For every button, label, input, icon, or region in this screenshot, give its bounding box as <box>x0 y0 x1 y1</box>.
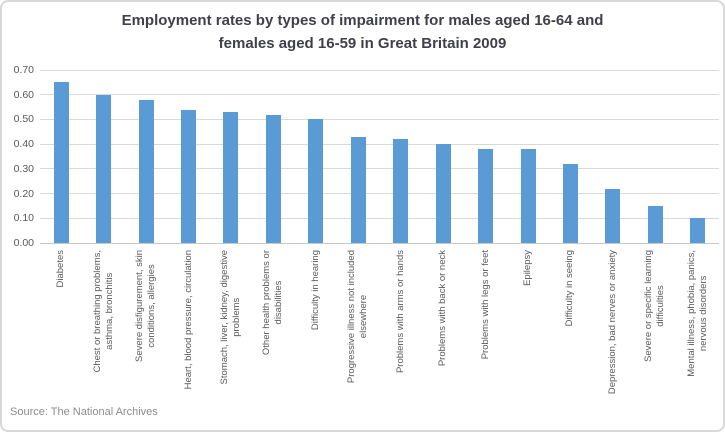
gridline <box>40 168 719 170</box>
x-axis-label: Severe disfigurement, skin conditions, a… <box>131 250 161 415</box>
plot-area <box>40 69 719 244</box>
bar <box>690 218 706 243</box>
x-axis-category: Problems with legs or feet <box>464 250 506 422</box>
bar <box>265 114 281 243</box>
x-axis-label: Difficulty in hearing <box>301 250 331 415</box>
x-axis-category: Severe or specific learning difficulties <box>634 250 676 422</box>
chart-title: Employment rates by types of impairment … <box>121 12 604 52</box>
bar <box>562 163 578 243</box>
x-axis-label-text: Severe or specific learning difficulties <box>643 250 667 362</box>
x-axis-label: Depression, bad nerves or anxiety <box>598 250 628 415</box>
gridline <box>40 94 719 96</box>
gridline <box>40 143 719 145</box>
bar <box>96 94 112 243</box>
x-axis-category: Diabetes <box>40 250 82 422</box>
x-axis-label-text: Chest or breathing problems, asthma, bro… <box>91 250 115 373</box>
x-axis-label-text: Progressive illness not included elsewhe… <box>345 250 370 384</box>
x-axis-category: Heart, blood pressure, circulation <box>167 250 209 422</box>
bar <box>350 136 366 243</box>
gridline <box>40 118 719 120</box>
x-axis-line <box>40 242 719 244</box>
x-axis-category: Mental illness, phobia, panics, nervous … <box>677 250 719 422</box>
x-axis-category: Difficulty in hearing <box>295 250 337 422</box>
x-axis-label: Progressive illness not included elsewhe… <box>343 250 373 415</box>
x-axis-category: Epilepsy <box>507 250 549 422</box>
x-axis-label-text: Difficulty in seeing <box>564 250 576 327</box>
x-axis-label-text: Stomach, liver, kidney, digestive proble… <box>218 250 242 385</box>
gridline <box>40 193 719 195</box>
bar <box>605 188 621 243</box>
y-axis: 0.70 0.60 0.50 0.40 0.30 0.20 0.10 0.00 <box>4 64 36 249</box>
x-axis-label-text: Problems with arms or hands <box>394 250 406 374</box>
x-axis-label-text: Other health problems or disabilities <box>261 250 285 356</box>
x-axis-label-text: Mental illness, phobia, panics, nervous … <box>685 250 709 377</box>
x-axis-label: Chest or breathing problems, asthma, bro… <box>89 250 119 415</box>
x-axis-category: Chest or breathing problems, asthma, bro… <box>82 250 124 422</box>
y-axis-tick-label: 0.60 <box>13 88 34 101</box>
x-axis-category: Severe disfigurement, skin conditions, a… <box>125 250 167 422</box>
x-axis-label: Diabetes <box>46 250 76 415</box>
x-axis-category: Problems with back or neck <box>422 250 464 422</box>
y-axis-tick-label: 0.10 <box>13 212 34 225</box>
x-axis-category: Stomach, liver, kidney, digestive proble… <box>210 250 252 422</box>
x-axis-label: Epilepsy <box>513 250 543 415</box>
x-axis-label: Other health problems or disabilities <box>258 250 288 415</box>
x-axis-category: Progressive illness not included elsewhe… <box>337 250 379 422</box>
x-axis-label: Problems with back or neck <box>428 250 458 415</box>
x-axis-label-text: Problems with back or neck <box>436 250 448 367</box>
x-axis-label: Difficulty in seeing <box>555 250 585 415</box>
x-axis-category: Problems with arms or hands <box>380 250 422 422</box>
x-axis-labels: Diabetes Chest or breathing problems, ast… <box>40 250 719 422</box>
y-axis-tick-label: 0.70 <box>13 64 34 76</box>
bar <box>647 205 663 243</box>
x-axis-label-text: Epilepsy <box>521 250 533 286</box>
y-axis-tick-label: 0.50 <box>13 113 34 126</box>
x-axis-label: Stomach, liver, kidney, digestive proble… <box>216 250 246 415</box>
bar <box>393 139 409 243</box>
source-note: Source: The National Archives <box>10 406 158 418</box>
gridline <box>40 69 719 71</box>
x-axis-label-text: Heart, blood pressure, circulation <box>182 250 194 390</box>
x-axis-label-text: Severe disfigurement, skin conditions, a… <box>133 250 158 362</box>
bar <box>308 119 324 243</box>
x-axis-label-text: Difficulty in hearing <box>309 250 321 331</box>
bar <box>520 149 536 243</box>
x-axis-label-text: Depression, bad nerves or anxiety <box>606 250 618 395</box>
y-axis-tick-label: 0.40 <box>13 138 34 151</box>
y-axis-tick-label: 0.00 <box>13 237 34 249</box>
bar <box>181 109 197 243</box>
x-axis-label: Problems with arms or hands <box>386 250 416 415</box>
bar <box>223 112 239 243</box>
x-axis-category: Difficulty in seeing <box>549 250 591 422</box>
x-axis-label: Problems with legs or feet <box>471 250 501 415</box>
x-axis-category: Other health problems or disabilities <box>252 250 294 422</box>
x-axis-category: Depression, bad nerves or anxiety <box>592 250 634 422</box>
gridline <box>40 217 719 219</box>
bar <box>435 144 451 243</box>
x-axis-label-text: Problems with legs or feet <box>479 250 491 360</box>
y-axis-tick-label: 0.20 <box>13 187 34 200</box>
y-axis-tick-label: 0.30 <box>13 162 34 175</box>
x-axis-label: Severe or specific learning difficulties <box>640 250 670 415</box>
bar <box>53 82 69 243</box>
x-axis-label-text: Diabetes <box>55 250 67 288</box>
x-axis-label: Heart, blood pressure, circulation <box>174 250 204 415</box>
bar <box>138 99 154 243</box>
x-axis-label: Mental illness, phobia, panics, nervous … <box>683 250 713 415</box>
bar <box>478 149 494 243</box>
